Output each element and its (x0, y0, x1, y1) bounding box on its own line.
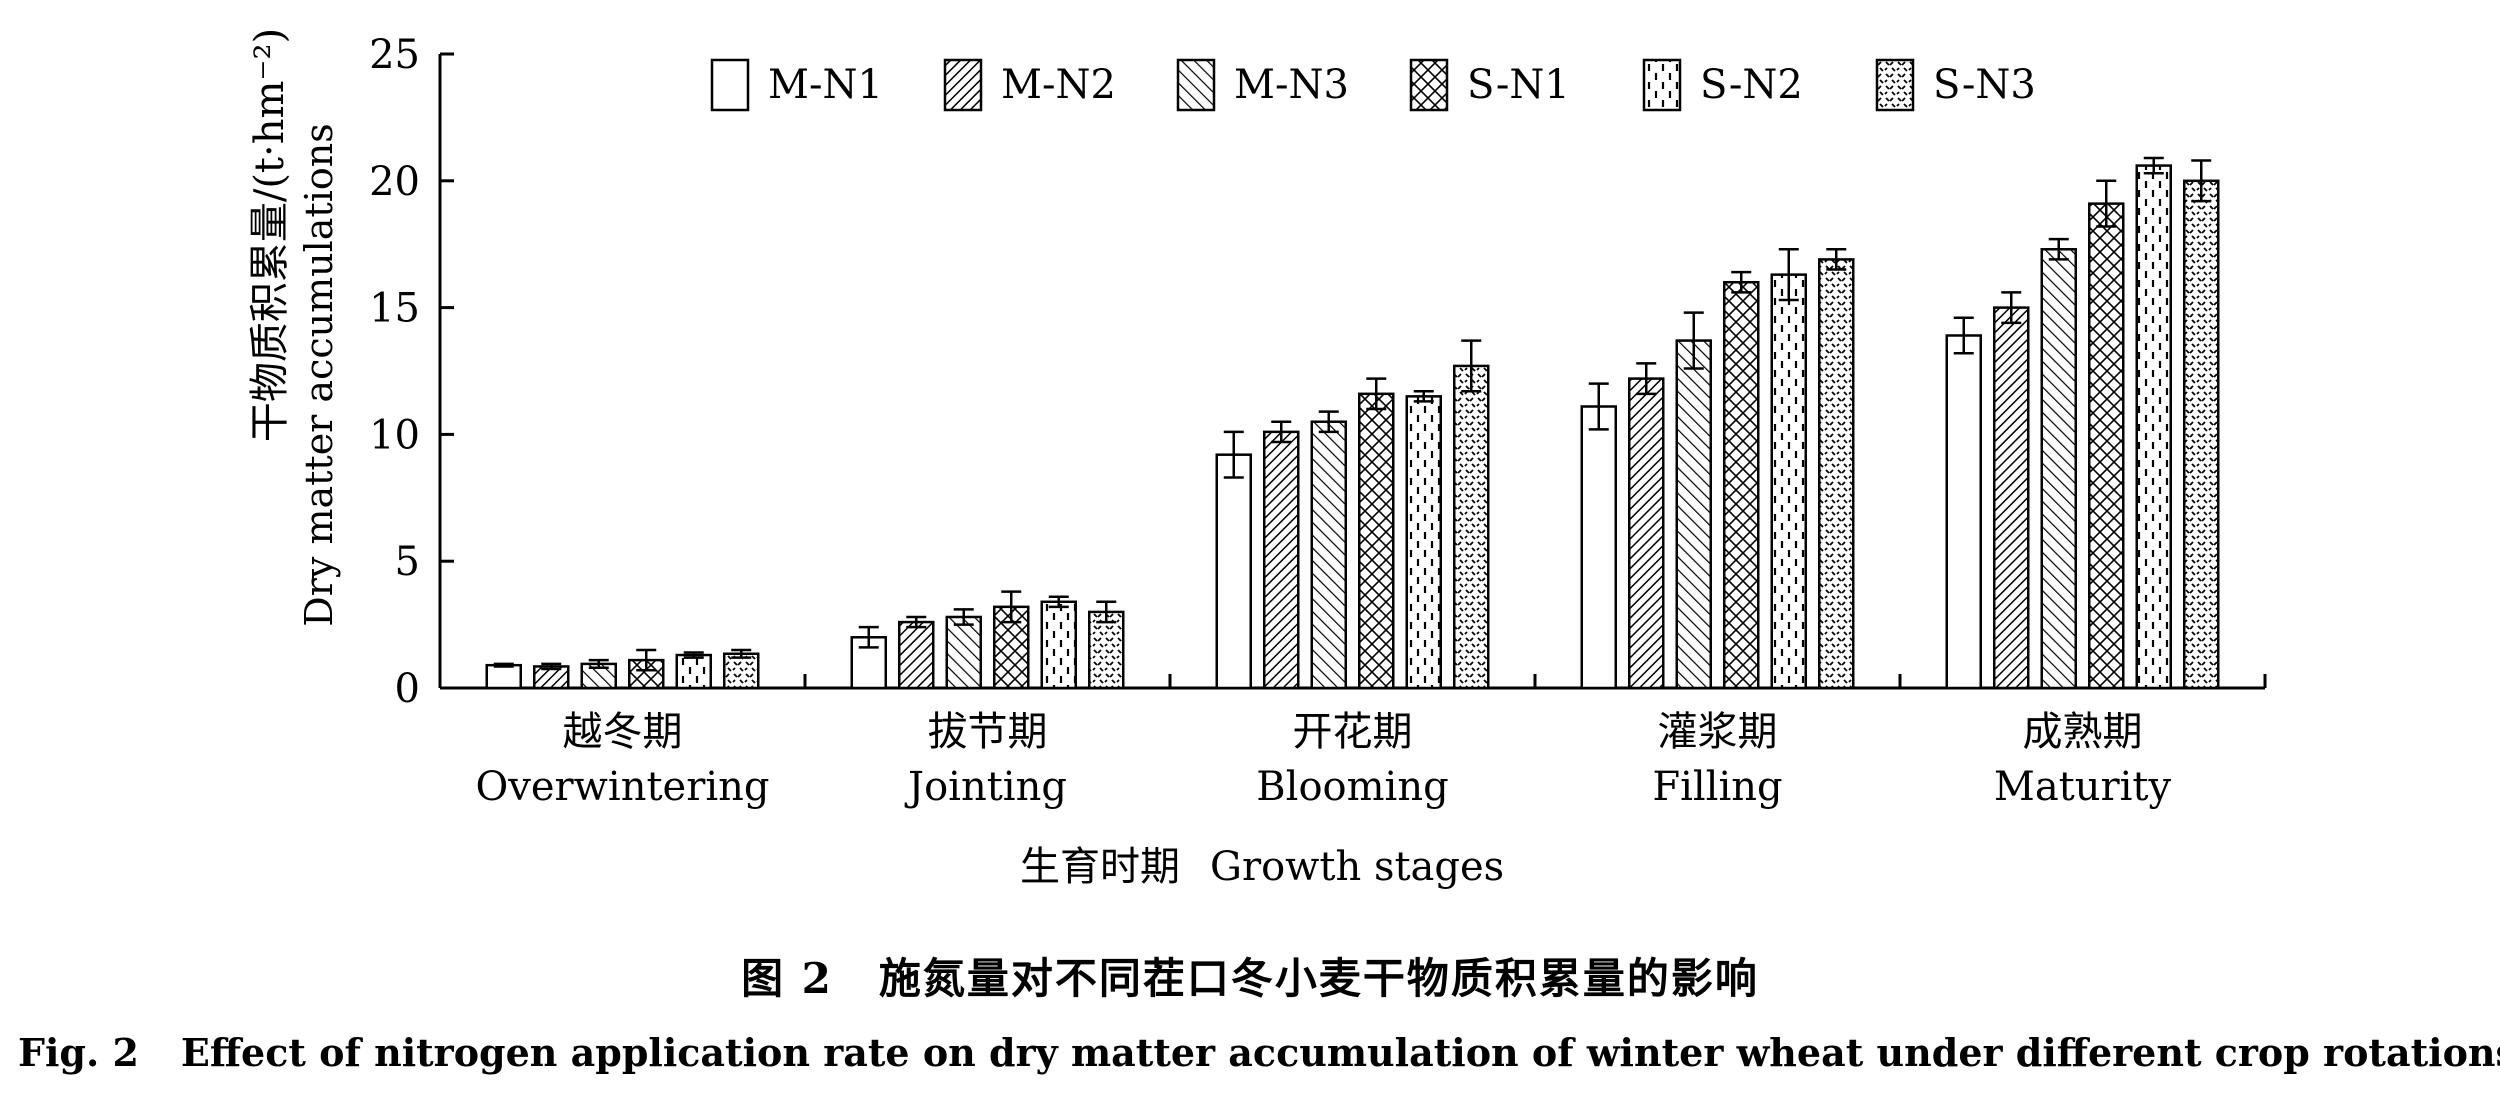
bar (1358, 392, 1395, 690)
x-tick-label-cn: 开花期 (1293, 709, 1413, 755)
y-tick-label: 25 (369, 32, 420, 78)
bar (1215, 453, 1252, 690)
x-tick-label-en: Blooming (1256, 764, 1448, 810)
y-axis-label-en: Dry matter accumulations (297, 123, 341, 626)
bars (485, 156, 2220, 690)
bar (945, 615, 982, 690)
bar (1818, 258, 1855, 690)
legend-swatch (1176, 58, 1216, 112)
bar (1088, 610, 1125, 690)
caption-cn-text: 施氮量对不同茬口冬小麦干物质积累量的影响 (878, 954, 1759, 1003)
bar (1628, 377, 1665, 690)
bar (2183, 179, 2220, 690)
x-tick-label-en: Filling (1652, 764, 1782, 810)
bar (1723, 280, 1760, 690)
bar (723, 652, 760, 690)
y-tick-label: 5 (395, 539, 420, 585)
bar (1453, 364, 1490, 690)
bar (1945, 334, 1982, 690)
bar (993, 605, 1030, 690)
bar (2088, 202, 2125, 690)
bar (2135, 164, 2172, 690)
y-axis-label-cn: 干物质积累量/(t·hm⁻²) (247, 28, 293, 442)
bar (675, 653, 712, 690)
x-tick-label-cn: 拔节期 (928, 709, 1048, 755)
y-tick-label: 15 (369, 286, 420, 332)
chart: 0 5 10 15 20 25 越冬期 Overwintering 拔节期 Jointing 开花期… (247, 28, 2267, 890)
axes: 0 5 10 15 20 25 越冬期 Overwintering 拔节期 Jointing 开花期… (369, 32, 2267, 810)
legend: M-N1 M-N2 M-N3 S-N1 S-N2 S-N3 (710, 58, 2036, 112)
legend-label: M-N1 (768, 62, 883, 108)
legend-label: S-N1 (1467, 62, 1570, 108)
caption-en-text: Effect of nitrogen application rate on d… (180, 1030, 2500, 1075)
legend-swatch (1409, 58, 1449, 112)
legend-label: S-N3 (1933, 62, 2036, 108)
x-tick-label-cn: 成熟期 (2023, 709, 2143, 755)
legend-swatch (1642, 58, 1682, 112)
x-axis-label-en: Growth stages (1210, 844, 1504, 890)
bar (1770, 273, 1807, 690)
legend-swatch (943, 58, 983, 112)
x-tick-label-cn: 灌浆期 (1658, 709, 1778, 755)
bar (1405, 395, 1442, 690)
x-tick-label-en: Maturity (1994, 764, 2172, 810)
caption-en: Fig. 2 Effect of nitrogen application rat… (18, 1030, 2500, 1075)
caption-cn: 图 2 施氮量对不同茬口冬小麦干物质积累量的影响 (0, 945, 2500, 1006)
caption-cn-number: 图 2 (741, 954, 833, 1003)
bar (1310, 420, 1347, 690)
y-tick-label: 0 (395, 666, 420, 712)
y-tick-label: 10 (369, 412, 420, 458)
bar (1675, 339, 1712, 690)
bar (1263, 430, 1300, 690)
x-tick-label-cn: 越冬期 (563, 709, 683, 755)
legend-swatch (1875, 58, 1915, 112)
legend-label: S-N2 (1700, 62, 1803, 108)
legend-label: M-N2 (1001, 62, 1116, 108)
bar (1993, 306, 2030, 690)
x-tick-label-en: Overwintering (475, 764, 769, 810)
bar (2040, 248, 2077, 690)
caption-en-number: Fig. 2 (18, 1030, 139, 1075)
x-tick-label-en: Jointing (904, 764, 1067, 810)
x-axis-label-cn: 生育时期 (1020, 844, 1180, 890)
legend-swatch (710, 58, 750, 112)
bar (485, 663, 522, 690)
bar (898, 620, 935, 690)
y-tick-label: 20 (369, 159, 420, 205)
bar (1040, 600, 1077, 690)
legend-label: M-N3 (1234, 62, 1349, 108)
bar (1580, 405, 1617, 690)
